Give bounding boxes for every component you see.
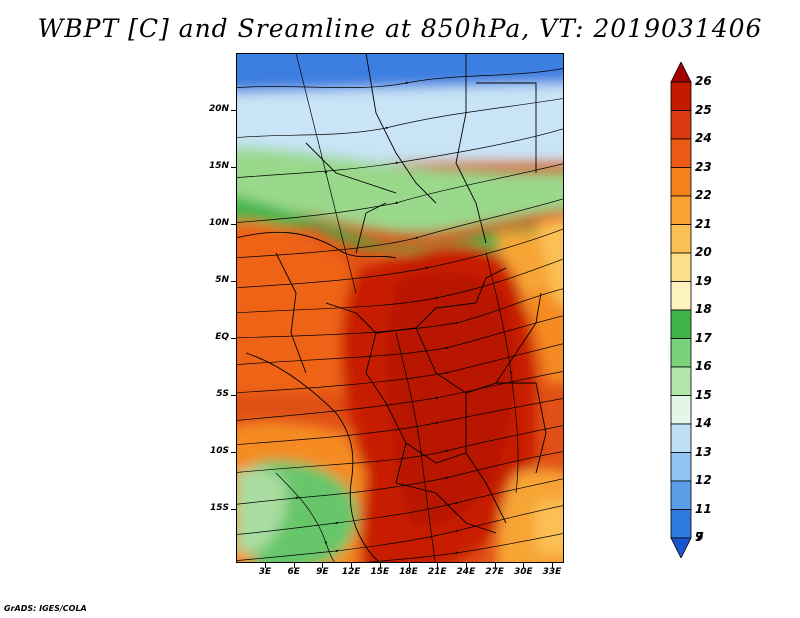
lon-tick xyxy=(408,563,410,568)
lon-label: 9E xyxy=(316,567,329,577)
lat-tick xyxy=(231,509,236,510)
lat-label: 10N xyxy=(208,218,229,228)
scale-label: 15 xyxy=(695,387,712,402)
scale-label: 25 xyxy=(695,102,712,117)
scale-swatch xyxy=(670,167,692,197)
lon-label: 33E xyxy=(542,567,562,577)
scale-swatch xyxy=(670,309,692,339)
scale-label: 7 xyxy=(695,530,704,544)
lon-tick xyxy=(465,563,467,568)
scale-swatch xyxy=(670,252,692,282)
scale-label: 9 xyxy=(695,530,704,544)
scale-label: 17 xyxy=(695,330,712,345)
scale-swatch xyxy=(670,423,692,453)
lat-tick xyxy=(231,395,236,396)
scale-swatch xyxy=(670,224,692,254)
lon-label: 18E xyxy=(399,567,418,577)
map-title: WBPT [C] and Sreamline at 850hPa, VT: 20… xyxy=(37,14,763,43)
lon-label: 3E xyxy=(258,567,272,577)
lon-tick xyxy=(379,563,381,568)
lat-label: 5N xyxy=(215,275,229,285)
scale-label: 19 xyxy=(695,273,712,288)
lat-label: 15N xyxy=(208,161,229,171)
temperature-field xyxy=(236,53,564,563)
scale-label: 20 xyxy=(695,245,712,259)
lon-label: 24E xyxy=(456,567,476,577)
lon-tick xyxy=(293,563,295,568)
lat-tick xyxy=(231,224,236,225)
lon-label: 21E xyxy=(427,567,447,577)
scale-label: 23 xyxy=(695,159,712,174)
lat-label: 20N xyxy=(208,104,229,114)
lat-label: 5S xyxy=(216,389,229,399)
map-panel xyxy=(236,53,564,563)
lat-tick xyxy=(231,167,236,168)
lon-tick xyxy=(552,563,553,568)
streamlines xyxy=(236,53,564,563)
scale-label: 24 xyxy=(695,131,712,145)
scale-label: 13 xyxy=(695,444,712,459)
lon-tick xyxy=(437,563,439,568)
scale-label: 22 xyxy=(695,188,712,202)
scale-label: 21 xyxy=(695,216,712,231)
wbpt-streamline-map xyxy=(236,53,564,563)
scale-swatch xyxy=(670,480,692,510)
scale-swatch xyxy=(670,509,692,539)
scale-label: 14 xyxy=(695,416,712,430)
grid-frame xyxy=(236,53,564,563)
lat-label: EQ xyxy=(215,332,229,342)
scale-swatch xyxy=(670,366,692,396)
scale-swatch xyxy=(670,452,692,482)
lon-label: 27E xyxy=(485,567,504,577)
scale-top-arrow xyxy=(670,62,692,83)
lat-tick xyxy=(231,452,236,453)
scale-swatch xyxy=(670,338,692,368)
lat-tick xyxy=(231,281,236,282)
scale-swatch xyxy=(670,281,692,311)
scale-swatch xyxy=(670,395,692,425)
lon-label: 12E xyxy=(341,567,361,577)
lat-label: 15S xyxy=(209,503,229,513)
scale-label: 12 xyxy=(695,473,712,487)
color-scale-bar xyxy=(670,62,692,558)
lon-label: 6E xyxy=(287,567,300,577)
lon-tick xyxy=(494,563,496,568)
grads-credit: GrADS: IGES/COLA xyxy=(4,604,87,613)
lat-label: 10S xyxy=(209,446,229,456)
lat-tick xyxy=(231,110,236,111)
lon-tick xyxy=(523,563,525,568)
scale-swatch xyxy=(670,138,692,168)
scale-swatch xyxy=(670,195,692,225)
scale-swatch xyxy=(670,81,692,111)
scale-label: 18 xyxy=(695,302,712,316)
lon-tick xyxy=(322,563,324,568)
lon-label: 30E xyxy=(513,567,533,577)
lon-tick xyxy=(265,563,266,568)
scale-label: 26 xyxy=(695,74,712,88)
scale-swatch xyxy=(670,110,692,140)
lat-tick xyxy=(231,338,236,339)
scale-label: 11 xyxy=(695,501,712,516)
scale-bottom-arrow xyxy=(670,537,692,558)
scale-label: 16 xyxy=(695,359,712,373)
lon-tick xyxy=(351,563,353,568)
lon-label: 15E xyxy=(370,567,390,577)
